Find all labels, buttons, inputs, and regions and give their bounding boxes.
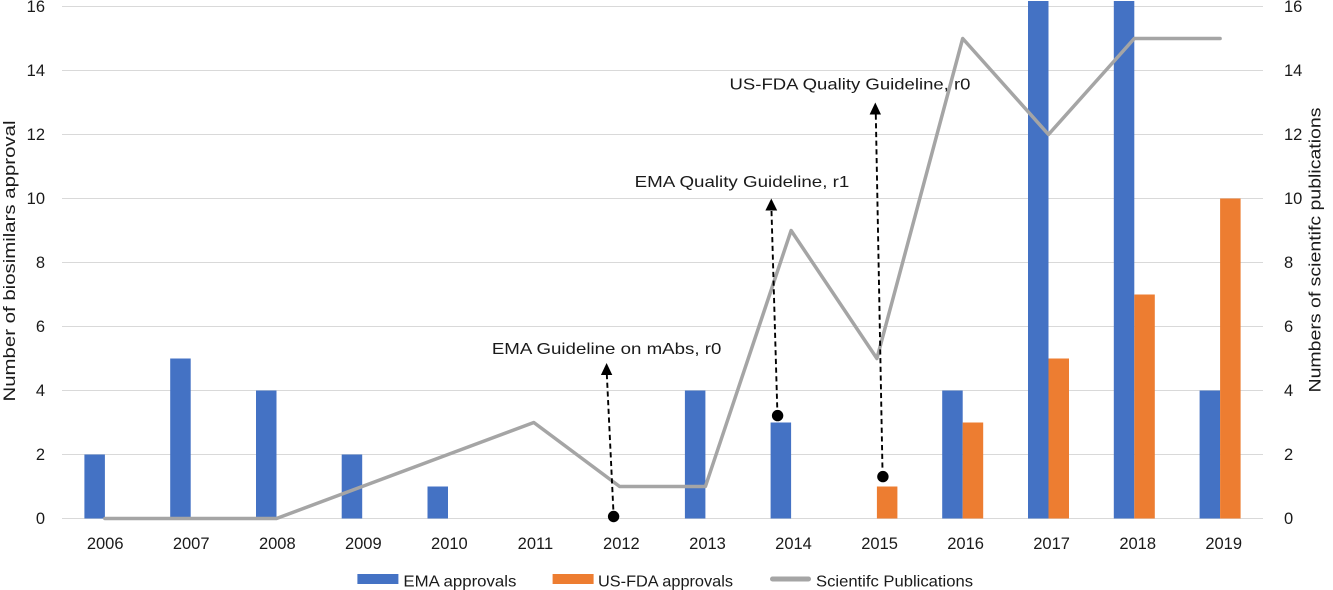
svg-text:2011: 2011: [518, 535, 553, 553]
svg-text:2018: 2018: [1119, 535, 1156, 553]
svg-text:8: 8: [36, 254, 45, 272]
svg-text:2: 2: [1284, 446, 1293, 464]
svg-text:2: 2: [36, 446, 45, 464]
svg-text:2008: 2008: [259, 535, 296, 553]
svg-text:2015: 2015: [861, 535, 898, 553]
svg-text:16: 16: [27, 0, 45, 16]
svg-text:2017: 2017: [1033, 535, 1070, 553]
svg-text:2007: 2007: [173, 535, 210, 553]
svg-text:0: 0: [1284, 510, 1293, 528]
svg-text:US-FDA Quality Guideline, r0: US-FDA Quality Guideline, r0: [730, 76, 971, 93]
svg-text:12: 12: [27, 126, 45, 144]
svg-text:2012: 2012: [603, 535, 640, 553]
svg-text:12: 12: [1284, 126, 1302, 144]
svg-text:2014: 2014: [775, 535, 812, 553]
svg-text:10: 10: [27, 190, 45, 208]
svg-text:14: 14: [1284, 62, 1302, 80]
svg-text:Number of biosimilars approval: Number of biosimilars approval: [0, 121, 19, 402]
svg-text:2013: 2013: [689, 535, 726, 553]
svg-text:2006: 2006: [87, 535, 124, 553]
svg-text:Numbers of scientifc publicati: Numbers of scientifc publications: [1306, 108, 1325, 393]
svg-text:14: 14: [27, 62, 45, 80]
svg-text:10: 10: [1284, 190, 1302, 208]
svg-text:2016: 2016: [947, 535, 984, 553]
svg-text:EMA approvals: EMA approvals: [403, 574, 516, 590]
svg-text:2009: 2009: [345, 535, 382, 553]
svg-text:6: 6: [36, 318, 45, 336]
svg-text:Scientifc Publications: Scientifc Publications: [816, 574, 973, 590]
svg-text:EMA Quality Guideline, r1: EMA Quality Guideline, r1: [635, 174, 850, 191]
svg-text:4: 4: [36, 382, 45, 400]
svg-text:EMA Guideline on mAbs, r0: EMA Guideline on mAbs, r0: [492, 341, 722, 358]
svg-text:US-FDA approvals: US-FDA approvals: [598, 574, 733, 590]
svg-text:2010: 2010: [431, 535, 468, 553]
svg-text:16: 16: [1284, 0, 1302, 16]
svg-text:2019: 2019: [1205, 535, 1242, 553]
svg-text:8: 8: [1284, 254, 1293, 272]
svg-text:6: 6: [1284, 318, 1293, 336]
svg-text:0: 0: [36, 510, 45, 528]
svg-text:4: 4: [1284, 382, 1293, 400]
